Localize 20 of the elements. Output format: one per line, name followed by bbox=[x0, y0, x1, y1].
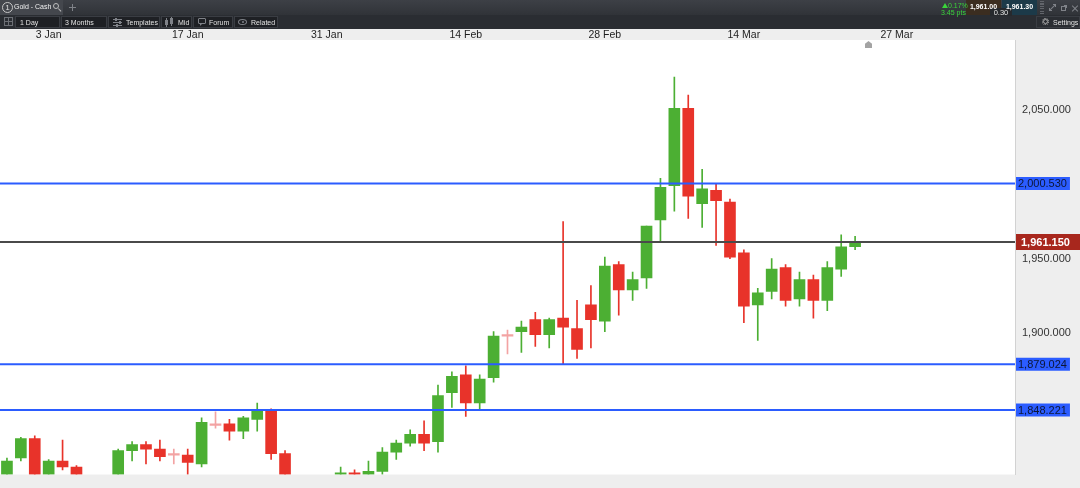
x-tick-label: 14 Mar bbox=[727, 27, 761, 40]
candlestick bbox=[167, 448, 180, 465]
ref-line-label: 1,848.221 bbox=[1018, 403, 1067, 416]
candlestick bbox=[710, 183, 722, 246]
x-tick-label: 3 Jan bbox=[35, 27, 62, 40]
x-tick-label: 28 Feb bbox=[588, 27, 622, 40]
ref-line-label: 1,961.150 bbox=[1021, 235, 1070, 248]
ref-line-label: 2,000.530 bbox=[1018, 177, 1067, 190]
x-tick-label: 14 Feb bbox=[449, 27, 483, 40]
ref-line-label: 1,879.024 bbox=[1018, 357, 1067, 370]
candlestick bbox=[585, 285, 597, 349]
x-tick-label: 17 Jan bbox=[171, 27, 204, 40]
x-tick-label: 31 Jan bbox=[310, 27, 343, 40]
y-tick-label: 2,050.000 bbox=[1022, 102, 1071, 115]
candlestick bbox=[751, 288, 764, 341]
y-tick-label: 1,950.000 bbox=[1022, 251, 1071, 264]
candlestick bbox=[557, 221, 569, 365]
candlestick bbox=[140, 441, 152, 465]
x-tick-label: 27 Mar bbox=[880, 27, 914, 40]
y-tick-label: 1,900.000 bbox=[1022, 326, 1071, 339]
